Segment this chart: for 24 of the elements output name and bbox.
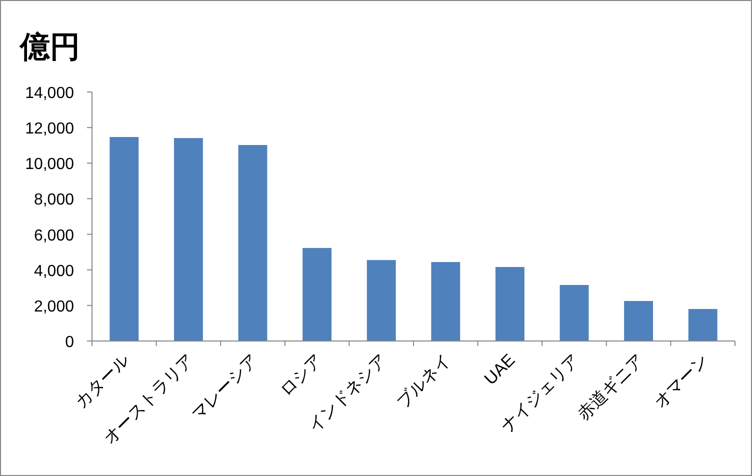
x-tick-label: ブルネイ [392, 350, 454, 412]
y-tick-label: 10,000 [25, 156, 74, 174]
bar [560, 284, 589, 341]
y-tick-label: 2,000 [34, 298, 74, 316]
bar [688, 308, 718, 341]
bar [110, 137, 139, 341]
bar [238, 145, 268, 341]
bar [302, 248, 332, 341]
y-tick-label: 6,000 [34, 227, 74, 244]
y-tick-label: 12,000 [25, 120, 74, 138]
y-tick-label: 8,000 [34, 192, 74, 209]
x-tick-label: オマーン [650, 350, 712, 412]
y-tick-label: 0 [65, 334, 74, 351]
x-tick-label: 赤道ギニア [574, 350, 648, 424]
bar [174, 138, 203, 341]
y-tick-label: 14,000 [25, 85, 74, 102]
x-tick-label: マレーシア [188, 350, 262, 424]
bar [624, 300, 654, 341]
y-axis-title: 億円 [19, 31, 80, 64]
y-tick-label: 4,000 [34, 262, 74, 280]
x-tick-label: ロシア [276, 350, 326, 400]
bar [366, 260, 396, 341]
bar [495, 267, 524, 341]
bar [431, 262, 460, 341]
